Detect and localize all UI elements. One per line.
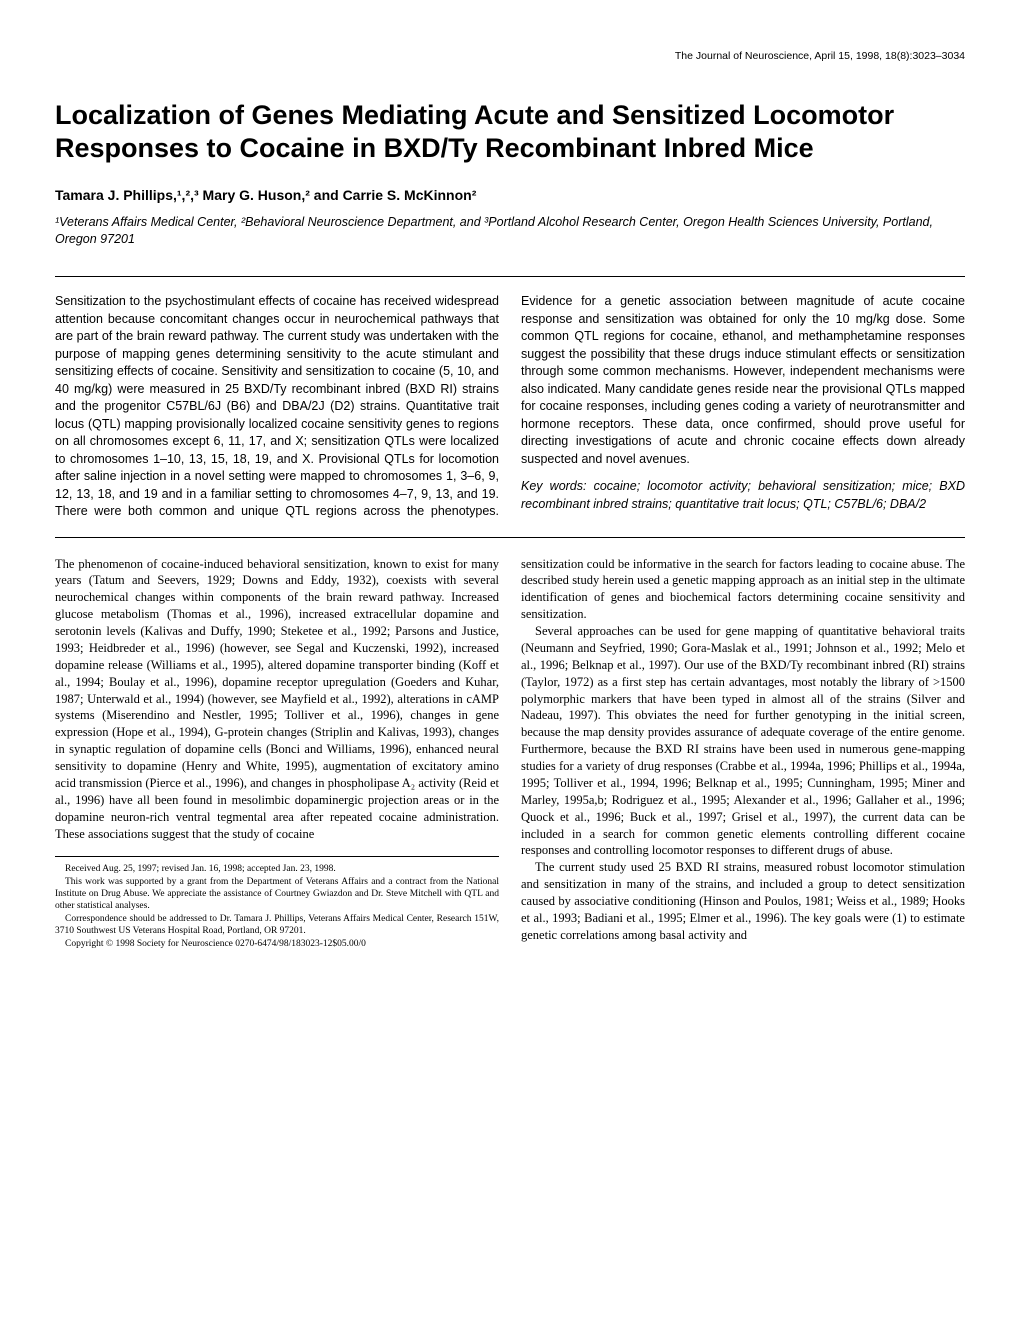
body-col2-p2: Several approaches can be used for gene … <box>521 623 965 859</box>
keywords-label: Key words: <box>521 479 586 493</box>
affiliations-line: ¹Veterans Affairs Medical Center, ²Behav… <box>55 214 965 248</box>
body-col2-p3: The current study used 25 BXD RI strains… <box>521 859 965 943</box>
body-col2-p1: sensitization could be informative in th… <box>521 556 965 624</box>
body-columns: The phenomenon of cocaine-induced behavi… <box>55 556 965 950</box>
article-title: Localization of Genes Mediating Acute an… <box>55 99 965 167</box>
authors-line: Tamara J. Phillips,¹,²,³ Mary G. Huson,²… <box>55 186 965 204</box>
footnote-support: This work was supported by a grant from … <box>55 876 499 913</box>
footnotes-block: Received Aug. 25, 1997; revised Jan. 16,… <box>55 856 499 949</box>
body-col1-p1: The phenomenon of cocaine-induced behavi… <box>55 556 499 843</box>
footnote-correspondence: Correspondence should be addressed to Dr… <box>55 913 499 938</box>
footnote-copyright: Copyright © 1998 Society for Neuroscienc… <box>55 938 499 950</box>
keywords-text: cocaine; locomotor activity; behavioral … <box>521 479 965 511</box>
abstract-block: Sensitization to the psychostimulant eff… <box>55 276 965 538</box>
abstract-keywords: Key words: cocaine; locomotor activity; … <box>521 478 965 513</box>
journal-header: The Journal of Neuroscience, April 15, 1… <box>55 50 965 64</box>
footnote-received: Received Aug. 25, 1997; revised Jan. 16,… <box>55 863 499 875</box>
